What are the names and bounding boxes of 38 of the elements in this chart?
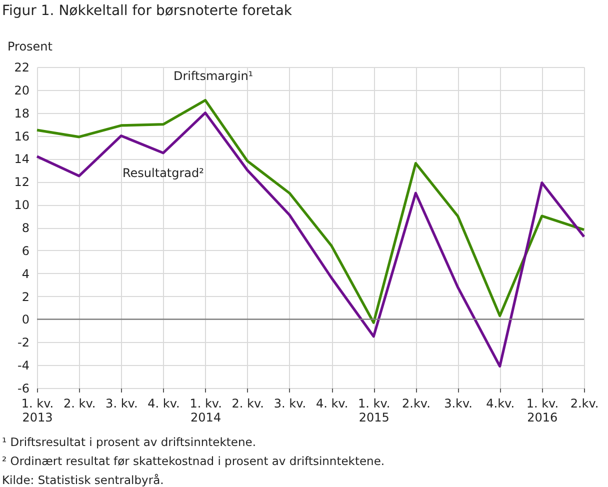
x-tick-label: 1. kv. 2013 (21, 396, 54, 424)
x-tick-label: 1. kv. 2016 (526, 396, 559, 424)
text: ² Ordinært resultat før skattekostnad i prosent av driftsinntektene. (2, 453, 385, 470)
y-tick-label: 6 (22, 244, 30, 258)
line-series (36, 112, 586, 368)
x-tick-label: 2.kv. (570, 396, 599, 410)
x-tick-label: 4.kv. (486, 396, 515, 410)
y-tick-label: -6 (18, 382, 30, 396)
x-tick-label: 3. kv. (106, 396, 138, 410)
x-tick-label: 3. kv. (274, 396, 306, 410)
y-tick-label: 4 (22, 266, 30, 281)
y-axis-title: Prosent (8, 40, 53, 54)
x-tick-label: 4. kv. (148, 396, 180, 410)
x-tick-label: 2. kv. (232, 396, 264, 410)
y-tick-label: 14 (14, 152, 30, 166)
y-tick-label: 18 (14, 106, 30, 120)
x-tick-label: 2.kv. (402, 396, 430, 410)
y-tick-label: 22 (14, 60, 30, 74)
y-tick-label: -4 (18, 358, 30, 373)
y-tick-label: 20 (14, 83, 30, 98)
x-tick-label: 3.kv. (444, 396, 472, 410)
line-series (36, 98, 586, 324)
text: Kilde: Statistisk sentralbyrå. (2, 472, 165, 487)
series-label: Resultatgrad² (122, 166, 204, 180)
y-tick-label: 0 (22, 312, 30, 327)
text: Driftsmargin¹ (173, 69, 254, 84)
y-tick-label: -2 (18, 336, 30, 350)
y-tick-label: 12 (14, 175, 30, 190)
x-tick-label: 4. kv. (316, 396, 348, 410)
y-tick-label: 2 (22, 290, 30, 304)
text: ¹ Driftsresultat i prosent av driftsinntektene. (2, 434, 258, 451)
chart-title: Figur 1. Nøkkeltall for børsnoterte foretak (2, 3, 293, 19)
y-tick-label: 10 (14, 198, 30, 212)
x-tick-label: 2. kv. (63, 396, 96, 410)
y-tick-label: 16 (14, 129, 30, 144)
x-tick-label: 1. kv. 2014 (190, 396, 222, 424)
y-tick-label: 8 (22, 221, 30, 235)
x-tick-label: 1. kv. 2015 (358, 396, 390, 424)
